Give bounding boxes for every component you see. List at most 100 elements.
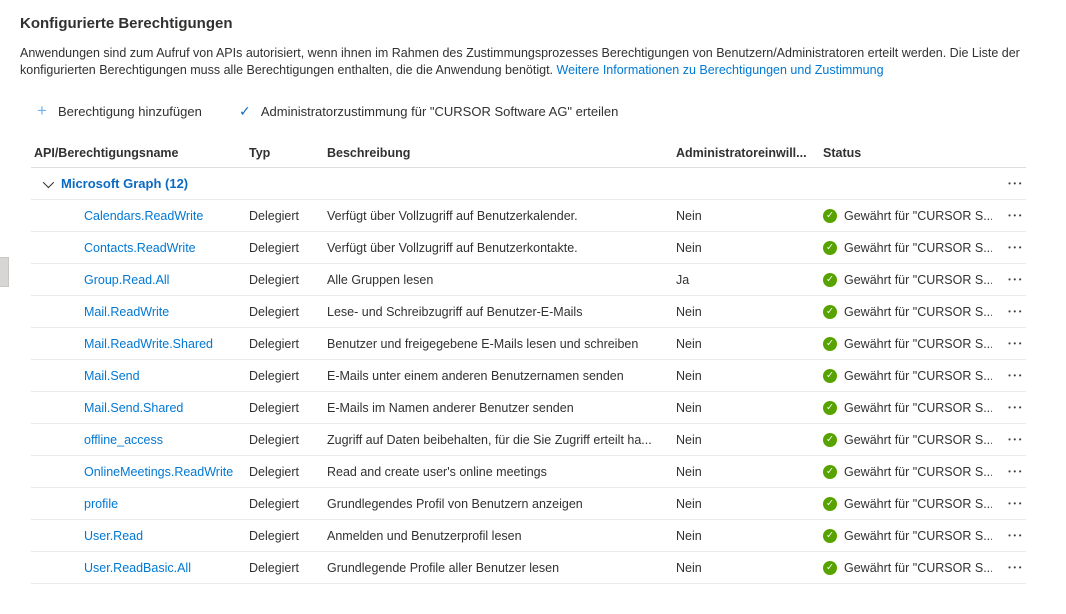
status-cell: ✓ Gewährt für "CURSOR S... — [820, 240, 992, 255]
granted-check-icon: ✓ — [823, 208, 837, 223]
permission-name-link[interactable]: profile — [84, 496, 119, 511]
more-actions-button[interactable]: ••• — [1002, 240, 1026, 256]
table-row[interactable]: Contacts.ReadWrite Delegiert Verfügt übe… — [31, 232, 1026, 264]
permission-description: Verfügt über Vollzugriff auf Benutzerkon… — [327, 240, 578, 255]
table-row[interactable]: Calendars.ReadWrite Delegiert Verfügt üb… — [31, 200, 1026, 232]
permission-type: Delegiert — [249, 432, 300, 447]
table-row[interactable]: Group.Read.All Delegiert Alle Gruppen le… — [31, 264, 1026, 296]
table-header-row: API/Berechtigungsname Typ Beschreibung A… — [31, 138, 1026, 168]
table-row[interactable]: Mail.Send.Shared Delegiert E-Mails im Na… — [31, 392, 1026, 424]
status-cell: ✓ Gewährt für "CURSOR S... — [820, 368, 992, 383]
more-actions-button[interactable]: ••• — [1002, 304, 1026, 320]
status-cell: ✓ Gewährt für "CURSOR S... — [820, 304, 992, 319]
plus-icon: + — [37, 101, 47, 120]
status-cell: ✓ Gewährt für "CURSOR S... — [820, 560, 992, 575]
admin-consent-required: Nein — [676, 368, 702, 383]
table-row[interactable]: OnlineMeetings.ReadWrite Delegiert Read … — [31, 456, 1026, 488]
granted-check-icon: ✓ — [823, 560, 837, 575]
header-admin-consent[interactable]: Administratoreinwill... — [676, 145, 807, 160]
admin-consent-required: Nein — [676, 560, 702, 575]
status-cell: ✓ Gewährt für "CURSOR S... — [820, 336, 992, 351]
table-row[interactable]: offline_access Delegiert Zugriff auf Dat… — [31, 424, 1026, 456]
table-row[interactable]: User.ReadBasic.All Delegiert Grundlegend… — [31, 552, 1026, 584]
permission-name-link[interactable]: OnlineMeetings.ReadWrite — [84, 464, 234, 479]
more-actions-button[interactable]: ••• — [1002, 464, 1026, 480]
permission-name-link[interactable]: User.Read — [84, 528, 144, 543]
header-description[interactable]: Beschreibung — [327, 145, 411, 160]
permission-name-link[interactable]: Mail.ReadWrite.Shared — [84, 336, 213, 351]
permission-name-link[interactable]: Contacts.ReadWrite — [84, 240, 196, 255]
permissions-toolbar: + Berechtigung hinzufügen ✓ Administrato… — [31, 99, 1066, 123]
admin-consent-required: Nein — [676, 400, 702, 415]
more-actions-button[interactable]: ••• — [1002, 400, 1026, 416]
permission-type: Delegiert — [249, 304, 300, 319]
more-actions-button[interactable]: ••• — [1002, 528, 1026, 544]
permission-type: Delegiert — [249, 496, 300, 511]
more-actions-button[interactable]: ••• — [1002, 368, 1026, 384]
permission-type: Delegiert — [249, 400, 300, 415]
header-type[interactable]: Typ — [249, 145, 271, 160]
status-text: Gewährt für "CURSOR S... — [844, 240, 992, 255]
table-row[interactable]: Mail.ReadWrite Delegiert Lese- und Schre… — [31, 296, 1026, 328]
granted-check-icon: ✓ — [823, 336, 837, 351]
group-menu-cell: ••• — [992, 176, 1026, 192]
status-cell: ✓ Gewährt für "CURSOR S... — [820, 528, 992, 543]
permission-description: Verfügt über Vollzugriff auf Benutzerkal… — [327, 208, 578, 223]
group-label[interactable]: Microsoft Graph (12) — [61, 176, 189, 191]
more-actions-button[interactable]: ••• — [1002, 560, 1026, 576]
status-text: Gewährt für "CURSOR S... — [844, 528, 992, 543]
permission-name-link[interactable]: User.ReadBasic.All — [84, 560, 191, 575]
admin-consent-required: Nein — [676, 208, 702, 223]
add-permission-button[interactable]: + Berechtigung hinzufügen — [31, 101, 206, 120]
group-row-microsoft-graph[interactable]: Microsoft Graph (12) ••• — [31, 168, 1026, 200]
left-pane-handle[interactable] — [0, 257, 9, 287]
status-cell: ✓ Gewährt für "CURSOR S... — [820, 496, 992, 511]
permission-description: E-Mails im Namen anderer Benutzer senden — [327, 400, 574, 415]
granted-check-icon: ✓ — [823, 368, 837, 383]
permission-type: Delegiert — [249, 272, 300, 287]
more-actions-button[interactable]: ••• — [1002, 272, 1026, 288]
table-row[interactable]: profile Delegiert Grundlegendes Profil v… — [31, 488, 1026, 520]
granted-check-icon: ✓ — [823, 272, 837, 287]
granted-check-icon: ✓ — [823, 432, 837, 447]
more-actions-button[interactable]: ••• — [1002, 208, 1026, 224]
more-actions-button[interactable]: ••• — [1002, 432, 1026, 448]
status-cell: ✓ Gewährt für "CURSOR S... — [820, 432, 992, 447]
more-actions-button[interactable]: ••• — [1002, 496, 1026, 512]
permission-name-link[interactable]: Mail.ReadWrite — [84, 304, 170, 319]
header-api-permission-name[interactable]: API/Berechtigungsname — [34, 145, 179, 160]
status-text: Gewährt für "CURSOR S... — [844, 432, 992, 447]
permission-type: Delegiert — [249, 368, 300, 383]
admin-consent-required: Nein — [676, 432, 702, 447]
permission-description: Alle Gruppen lesen — [327, 272, 434, 287]
grant-admin-consent-button[interactable]: ✓ Administratorzustimmung für "CURSOR So… — [234, 103, 622, 119]
permission-type: Delegiert — [249, 560, 300, 575]
status-cell: ✓ Gewährt für "CURSOR S... — [820, 272, 992, 287]
chevron-down-icon[interactable] — [42, 176, 55, 188]
permission-name-link[interactable]: offline_access — [84, 432, 163, 447]
admin-consent-required: Nein — [676, 304, 702, 319]
permission-name-link[interactable]: Group.Read.All — [84, 272, 170, 287]
permission-type: Delegiert — [249, 528, 300, 543]
table-body: Calendars.ReadWrite Delegiert Verfügt üb… — [31, 200, 1026, 584]
granted-check-icon: ✓ — [823, 464, 837, 479]
status-text: Gewährt für "CURSOR S... — [844, 368, 992, 383]
permission-type: Delegiert — [249, 464, 300, 479]
header-status[interactable]: Status — [823, 145, 862, 160]
permission-description: Anmelden und Benutzerprofil lesen — [327, 528, 522, 543]
status-cell: ✓ Gewährt für "CURSOR S... — [820, 464, 992, 479]
granted-check-icon: ✓ — [823, 528, 837, 543]
more-actions-button[interactable]: ••• — [1002, 176, 1026, 192]
permission-name-link[interactable]: Mail.Send.Shared — [84, 400, 184, 415]
table-row[interactable]: Mail.ReadWrite.Shared Delegiert Benutzer… — [31, 328, 1026, 360]
status-text: Gewährt für "CURSOR S... — [844, 336, 992, 351]
more-actions-button[interactable]: ••• — [1002, 336, 1026, 352]
learn-more-link[interactable]: Weitere Informationen zu Berechtigungen … — [556, 63, 884, 77]
table-row[interactable]: Mail.Send Delegiert E-Mails unter einem … — [31, 360, 1026, 392]
permission-description: E-Mails unter einem anderen Benutzername… — [327, 368, 624, 383]
permission-name-link[interactable]: Calendars.ReadWrite — [84, 208, 204, 223]
permission-description: Zugriff auf Daten beibehalten, für die S… — [327, 432, 652, 447]
status-cell: ✓ Gewährt für "CURSOR S... — [820, 208, 992, 223]
table-row[interactable]: User.Read Delegiert Anmelden und Benutze… — [31, 520, 1026, 552]
permission-name-link[interactable]: Mail.Send — [84, 368, 140, 383]
